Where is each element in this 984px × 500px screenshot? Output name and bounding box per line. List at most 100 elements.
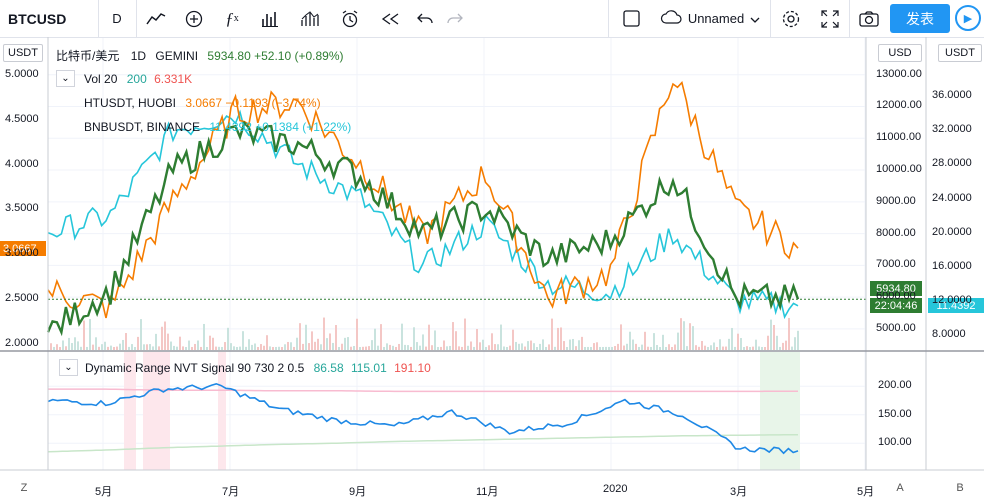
time-axis-label: 5月 — [95, 486, 113, 498]
toolbar-divider — [136, 0, 137, 37]
volume-bar — [371, 340, 373, 350]
indicator-name: Dynamic Range NVT Signal 90 730 2 0.5 — [85, 361, 305, 375]
volume-bar — [461, 346, 463, 350]
volume-bar — [248, 339, 250, 350]
volume-bar — [329, 333, 331, 350]
indicator-value-2: 115.01 — [350, 361, 387, 375]
volume-bar — [563, 341, 565, 350]
volume-bar — [491, 333, 493, 350]
redo-icon[interactable] — [442, 0, 468, 37]
volume-bar — [50, 343, 52, 350]
volume-bar — [119, 343, 121, 350]
volume-legend: Vol 20 200 6.331K — [84, 72, 192, 86]
volume-bar — [608, 346, 610, 350]
volume-bar — [110, 345, 112, 350]
left-axis-label: 3.5000 — [5, 202, 39, 215]
volume-bar — [86, 346, 88, 350]
templates-icon[interactable] — [296, 0, 324, 37]
volume-bar — [569, 339, 571, 350]
toolbar-divider — [770, 0, 771, 37]
fullscreen-square-icon[interactable] — [618, 0, 644, 37]
volume-bar — [353, 346, 355, 350]
nvt-signal-line — [47, 382, 799, 455]
volume-bar — [338, 346, 340, 350]
volume-bar — [239, 346, 241, 350]
right-axis-header[interactable]: USDT — [938, 44, 982, 62]
main-title: 比特币/美元 — [56, 49, 120, 63]
layout-name: Unnamed — [687, 11, 745, 26]
volume-bar — [653, 333, 655, 350]
volume-bar — [104, 341, 106, 350]
volume-bar — [719, 339, 721, 350]
volume-bar — [68, 337, 70, 350]
collapse-indicator-button[interactable]: ⌄ — [59, 359, 78, 376]
volume-bar — [629, 331, 631, 350]
volume-bar — [530, 340, 532, 350]
volume-bar — [782, 342, 784, 350]
volume-bar — [557, 327, 559, 350]
volume-bar — [509, 345, 511, 350]
usd-axis-label: 10000.00 — [876, 163, 922, 176]
settings-icon[interactable] — [777, 0, 805, 37]
volume-bar — [650, 346, 652, 350]
usd-axis-label: 9000.00 — [876, 194, 916, 207]
volume-bar — [599, 346, 601, 350]
symbol-search-button[interactable]: BTCUSD — [8, 10, 67, 27]
replay-icon[interactable] — [376, 0, 404, 37]
log-scale-button[interactable]: B — [956, 482, 964, 494]
publish-button[interactable]: 发表 — [890, 4, 950, 33]
left-axis-header[interactable]: USDT — [3, 44, 43, 62]
volume-bar — [53, 346, 55, 350]
volume-bar — [602, 346, 604, 350]
alert-icon[interactable] — [336, 0, 364, 37]
play-icon[interactable]: ▶ — [955, 5, 981, 31]
timezone-button[interactable]: Z — [20, 482, 28, 494]
volume-bar — [497, 344, 499, 350]
volume-bar — [155, 333, 157, 350]
volume-bar — [707, 346, 709, 350]
volume-bar — [365, 346, 367, 350]
chevron-down-icon — [750, 11, 760, 26]
chart-canvas[interactable] — [0, 37, 984, 500]
camera-icon[interactable] — [855, 0, 883, 37]
auto-scale-button[interactable]: A — [896, 482, 904, 494]
volume-bar — [344, 337, 346, 350]
volume-bar — [671, 346, 673, 350]
undo-icon[interactable] — [412, 0, 438, 37]
compare-icon[interactable] — [256, 0, 284, 37]
volume-bar — [689, 323, 691, 350]
volume-bar — [326, 338, 328, 350]
volume-bar — [89, 319, 91, 350]
expand-icon[interactable] — [816, 0, 844, 37]
volume-bar — [401, 323, 403, 350]
left-axis-label: 5.0000 — [5, 68, 39, 81]
volume-bar — [446, 346, 448, 350]
mid-axis-header[interactable]: USD — [878, 44, 922, 62]
add-indicator-icon[interactable] — [180, 0, 208, 37]
volume-bar — [764, 346, 766, 350]
layout-menu-button[interactable]: Unnamed — [654, 0, 766, 37]
volume-bar — [188, 340, 190, 350]
volume-bar — [341, 343, 343, 350]
volume-bar — [398, 343, 400, 350]
volume-bar — [695, 345, 697, 350]
interval-button[interactable]: D — [112, 11, 122, 26]
ht-values: 3.0667 −0.1193 (−3.74%) — [185, 96, 321, 110]
toolbar-divider — [849, 0, 850, 37]
overbought-zone — [143, 352, 170, 470]
volume-bar — [146, 344, 148, 350]
btc-price-tag: 5934.80 — [870, 281, 922, 296]
right-axis-label: 20.0000 — [932, 225, 972, 238]
btc-line — [46, 120, 800, 337]
volume-bar — [584, 346, 586, 350]
bar-style-icon[interactable] — [142, 0, 170, 37]
collapse-legend-button[interactable]: ⌄ — [56, 70, 75, 87]
volume-bar — [554, 346, 556, 350]
volume-bar — [164, 321, 166, 350]
volume-bar — [473, 346, 475, 350]
volume-bar — [203, 323, 205, 350]
volume-bar — [488, 345, 490, 350]
volume-bar — [518, 343, 520, 350]
